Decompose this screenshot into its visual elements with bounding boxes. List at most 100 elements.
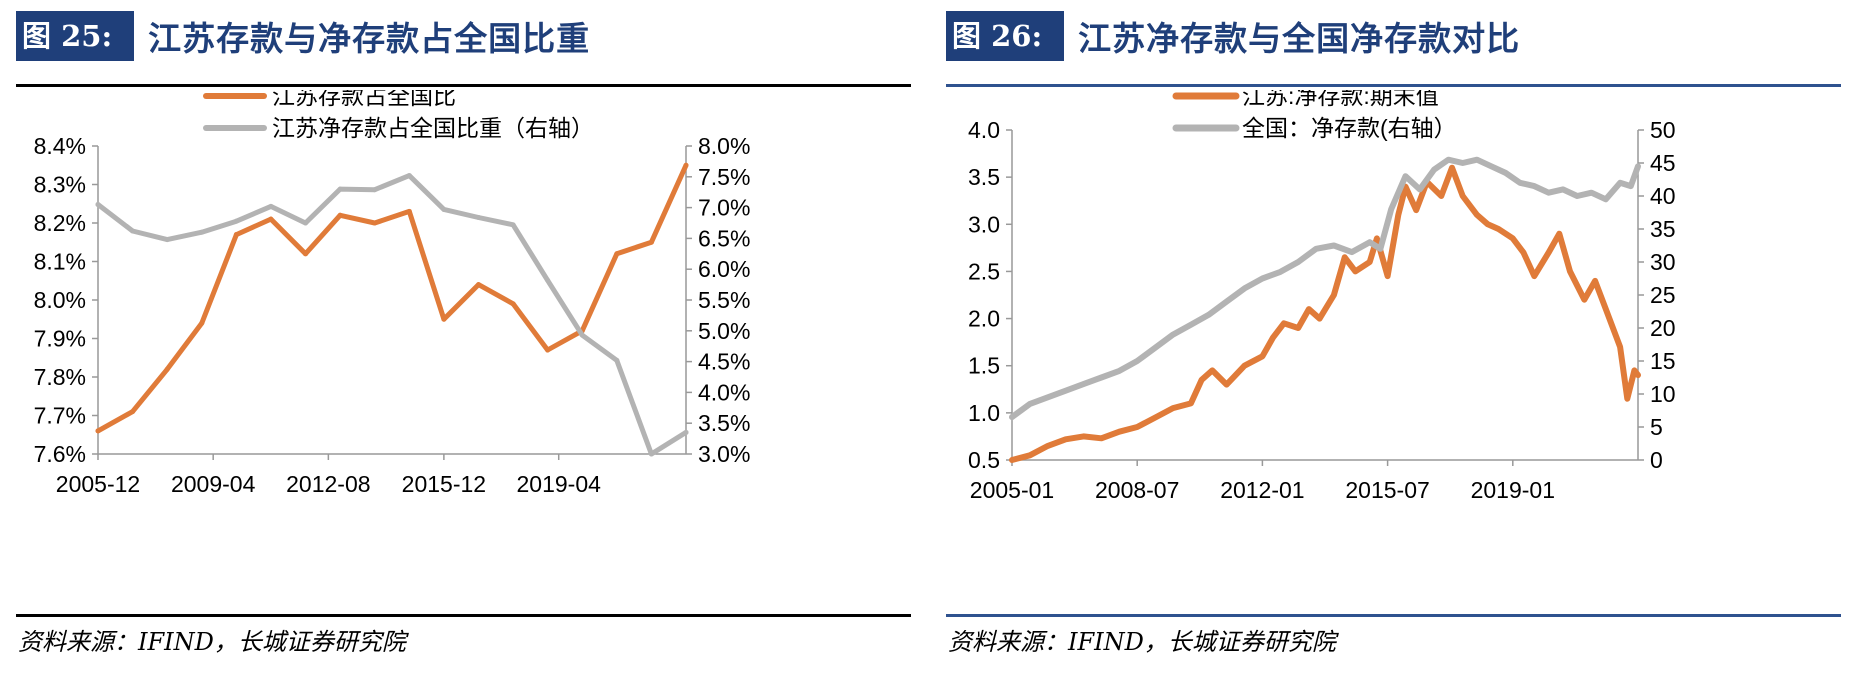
right-y-tick-label: 0: [1650, 447, 1663, 473]
right-y-tick-label: 35: [1650, 216, 1676, 242]
series-1-point: [441, 316, 447, 322]
series-1-point: [337, 212, 343, 218]
series-2-point: [199, 229, 205, 235]
left-y-tick-label: 8.0%: [34, 287, 86, 313]
legend-label-1: 江苏存款占全国比: [272, 90, 456, 109]
legend-label-2: 江苏净存款占全国比重（右轴）: [272, 115, 594, 141]
left-y-tick-label: 7.7%: [34, 403, 86, 429]
right-y-tick-label: 45: [1650, 150, 1676, 176]
figure-26-source: 资料来源：IFIND，长城证券研究院: [948, 628, 1336, 656]
figure-25-title: 江苏存款与净存款占全国比重: [148, 19, 591, 58]
x-tick-label: 2015-07: [1345, 477, 1429, 503]
series-2-point: [406, 173, 412, 179]
series-1-point: [648, 239, 654, 245]
series-2-point: [510, 222, 516, 228]
right-y-tick-label: 25: [1650, 282, 1676, 308]
left-y-tick-label: 8.4%: [34, 133, 86, 159]
series-1-point: [303, 251, 309, 257]
series-2-point: [579, 332, 585, 338]
x-tick-label: 2008-07: [1095, 477, 1179, 503]
figure-25-chart: 7.6% 7.7% 7.8% 7.9% 8.0% 8.1% 8.2% 8.3% 8.4% 3.0%…: [34, 90, 751, 497]
series-1-point: [406, 208, 412, 214]
series-2-point: [475, 214, 481, 220]
series-2-point: [683, 429, 689, 435]
figure-25-bottom-rule: [16, 614, 911, 617]
right-y-tick-label: 5.5%: [698, 287, 750, 313]
left-y-tick-label: 8.2%: [34, 210, 86, 236]
series-2-point: [441, 206, 447, 212]
left-y-tick-label: 3.0: [968, 211, 1000, 237]
series-1-point: [233, 232, 239, 238]
x-tick-label: 2015-12: [402, 471, 486, 497]
right-y-tick-label: 7.0%: [698, 195, 750, 221]
series-2-point: [337, 186, 343, 192]
series-1-point: [372, 220, 378, 226]
right-y-tick-label: 8.0%: [698, 133, 750, 159]
series-line-1: [1009, 164, 1641, 463]
series-1-point: [510, 301, 516, 307]
legend-label-2: 全国：净存款(右轴）: [1242, 115, 1457, 141]
series-1-point: [475, 282, 481, 288]
series-2-point: [545, 277, 551, 283]
figure-26-title: 江苏净存款与全国净存款对比: [1078, 19, 1521, 58]
right-y-tick-label: 10: [1650, 381, 1676, 407]
left-y-tick-label: 8.3%: [34, 172, 86, 198]
series-2-point: [303, 220, 309, 226]
left-y-tick-label: 8.1%: [34, 249, 86, 275]
left-y-tick-label: 4.0: [968, 117, 1000, 143]
figure-25-label: 图 25:: [16, 11, 135, 61]
x-tick-label: 2012-08: [286, 471, 370, 497]
left-y-tick-label: 0.5: [968, 447, 1000, 473]
x-tick-label: 2005-01: [970, 477, 1054, 503]
figure-26-bottom-rule: [946, 614, 1841, 617]
x-tick-label: 2012-01: [1220, 477, 1304, 503]
series-1-point: [268, 216, 274, 222]
left-y-tick-label: 2.0: [968, 306, 1000, 332]
right-y-tick-label: 20: [1650, 315, 1676, 341]
series-2-point: [164, 237, 170, 243]
figure-26-top-rule: [946, 84, 1841, 87]
series-2-point: [614, 357, 620, 363]
right-y-tick-label: 4.0%: [698, 379, 750, 405]
figure-25-source: 资料来源：IFIND，长城证券研究院: [18, 628, 406, 656]
left-y-tick-label: 3.5: [968, 164, 1000, 190]
series-1-point: [95, 428, 101, 434]
figure-25-title-bar: 图 25: 江苏存款与净存款占全国比重: [16, 10, 590, 62]
series-1-point: [683, 162, 689, 168]
right-y-tick-label: 50: [1650, 117, 1676, 143]
figure-25-top-rule: [16, 84, 911, 87]
series-2-point: [372, 187, 378, 193]
series-2-point: [268, 203, 274, 209]
series-1-point: [164, 366, 170, 372]
series-2-point: [130, 228, 136, 234]
series-2-point: [95, 202, 101, 208]
x-tick-label: 2005-12: [56, 471, 140, 497]
right-y-tick-label: 6.0%: [698, 256, 750, 282]
series-line-2: [1009, 156, 1641, 421]
right-y-tick-label: 15: [1650, 348, 1676, 374]
left-y-tick-label: 2.5: [968, 258, 1000, 284]
figure-26-title-bar: 图 26: 江苏净存款与全国净存款对比: [946, 10, 1520, 62]
legend-label-1: 江苏:净存款:期末值: [1242, 90, 1439, 109]
x-tick-label: 2009-04: [171, 471, 256, 497]
series-line-1: [95, 162, 689, 434]
x-tick-label: 2019-04: [517, 471, 602, 497]
left-y-tick-label: 7.9%: [34, 326, 86, 352]
right-y-tick-label: 30: [1650, 249, 1676, 275]
right-y-tick-label: 3.5%: [698, 410, 750, 436]
right-y-tick-label: 5: [1650, 414, 1663, 440]
right-y-tick-label: 6.5%: [698, 225, 750, 251]
right-y-tick-label: 40: [1650, 183, 1676, 209]
left-y-tick-label: 7.6%: [34, 441, 86, 467]
series-1-point: [614, 251, 620, 257]
x-tick-label: 2019-01: [1471, 477, 1555, 503]
left-y-tick-label: 7.8%: [34, 364, 86, 390]
left-y-tick-label: 1.0: [968, 400, 1000, 426]
series-1-point: [130, 409, 136, 415]
right-y-tick-label: 4.5%: [698, 349, 750, 375]
right-y-tick-label: 3.0%: [698, 441, 750, 467]
left-y-tick-label: 1.5: [968, 353, 1000, 379]
series-line-2: [95, 173, 689, 457]
series-2-point: [233, 218, 239, 224]
figure-26-panel: 图 26: 江苏净存款与全国净存款对比 0.5 1.0 1.5 2.0 2.5 3.0 3.…: [946, 0, 1854, 680]
